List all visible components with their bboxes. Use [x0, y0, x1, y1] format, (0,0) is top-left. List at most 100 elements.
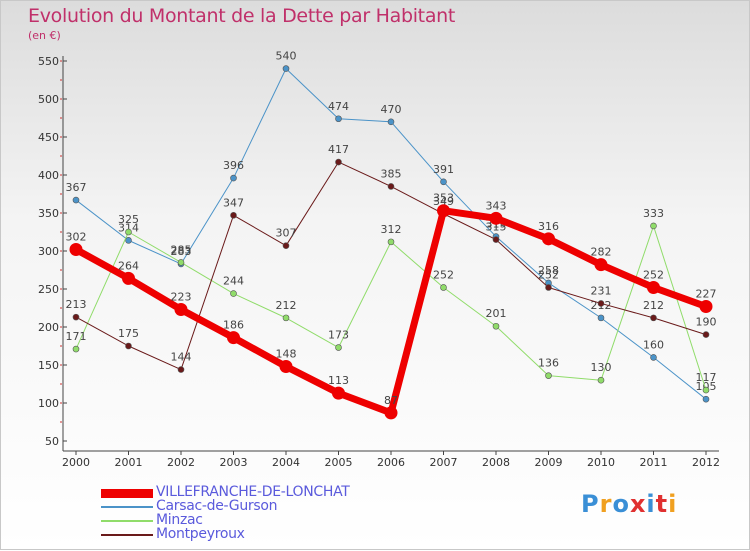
data-point: [597, 376, 605, 384]
x-tick-label: 2004: [272, 456, 300, 469]
data-point: [702, 386, 710, 394]
data-point: [282, 314, 290, 322]
data-point: [230, 290, 237, 297]
data-point: [125, 237, 132, 244]
logo-letter: o: [612, 490, 630, 518]
data-label: 417: [328, 143, 349, 156]
data-point: [230, 174, 237, 182]
data-point: [489, 211, 503, 225]
data-label: 186: [223, 319, 244, 332]
data-label: 283: [171, 245, 192, 258]
x-tick-label: 2000: [62, 456, 90, 469]
data-label: 144: [171, 351, 192, 364]
x-tick-label: 2009: [535, 456, 563, 469]
data-label: 113: [328, 374, 349, 387]
data-point: [387, 238, 395, 246]
y-tick-label: 350: [38, 207, 59, 220]
data-label: 148: [276, 348, 297, 361]
data-point: [335, 344, 342, 351]
logo-letter: i: [646, 490, 656, 518]
data-label: 105: [696, 380, 717, 393]
data-label: 175: [118, 327, 139, 340]
data-point: [230, 211, 237, 219]
logo-letter: i: [668, 490, 678, 518]
data-label: 171: [66, 330, 87, 343]
logo-letter: x: [629, 490, 647, 518]
data-label: 474: [328, 100, 349, 113]
data-label: 252: [538, 268, 559, 281]
data-point: [597, 314, 605, 322]
data-label: 258: [538, 264, 559, 277]
x-tick-label: 2001: [115, 456, 143, 469]
data-label: 213: [66, 298, 87, 311]
data-point: [492, 236, 500, 243]
x-tick-label: 2011: [640, 456, 668, 469]
data-label: 87: [384, 394, 398, 407]
logo-letter: P: [581, 490, 600, 518]
proxiti-logo: Proxiti: [581, 490, 677, 518]
data-point: [177, 259, 185, 266]
data-point: [282, 242, 290, 249]
data-label: 201: [486, 307, 507, 320]
data-label: 343: [486, 199, 507, 212]
legend-label: VILLEFRANCHE-DE-LONCHAT: [156, 484, 350, 500]
data-point: [650, 354, 657, 361]
data-label: 353: [433, 192, 454, 205]
data-point: [174, 303, 188, 317]
data-label: 307: [276, 227, 297, 240]
data-point: [545, 372, 552, 379]
y-tick-label: 300: [38, 245, 59, 258]
x-tick-label: 2007: [430, 456, 458, 469]
data-label: 470: [381, 103, 402, 116]
data-point: [702, 395, 710, 403]
data-label: 227: [696, 287, 717, 300]
data-point: [545, 284, 552, 291]
data-label: 244: [223, 275, 244, 288]
data-point: [594, 258, 608, 272]
data-point: [542, 232, 555, 246]
data-label: 252: [433, 268, 454, 281]
legend-swatch: [101, 488, 153, 498]
data-point: [650, 222, 657, 230]
x-tick-label: 2005: [325, 456, 353, 469]
chart-unit-label: (en €): [28, 29, 61, 42]
y-tick-label: 500: [38, 93, 59, 106]
y-tick-label: 100: [38, 397, 59, 410]
data-point: [125, 228, 132, 236]
data-point: [437, 204, 450, 218]
y-tick-label: 400: [38, 169, 59, 182]
data-point: [650, 314, 657, 322]
data-label: 231: [591, 284, 612, 297]
y-tick-label: 50: [45, 435, 59, 448]
data-point: [332, 386, 345, 400]
data-label: 136: [538, 357, 559, 370]
y-tick-label: 450: [38, 131, 59, 144]
data-label: 325: [118, 213, 139, 226]
data-point: [227, 331, 240, 345]
data-label: 117: [696, 371, 717, 384]
data-point: [122, 271, 135, 285]
x-tick-label: 2010: [587, 456, 615, 469]
data-label: 540: [276, 50, 297, 63]
data-label: 367: [66, 181, 87, 194]
chart-title: Evolution du Montant de la Dette par Hab…: [28, 5, 456, 27]
data-point: [279, 360, 293, 374]
x-tick-label: 2008: [482, 456, 510, 469]
data-label: 212: [643, 299, 664, 312]
data-label: 347: [223, 196, 244, 209]
data-point: [597, 300, 605, 307]
data-point: [69, 242, 83, 256]
data-point: [440, 284, 447, 291]
x-tick-label: 2003: [220, 456, 248, 469]
data-label: 333: [643, 207, 664, 220]
y-tick-label: 200: [38, 321, 59, 334]
x-tick-label: 2012: [692, 456, 720, 469]
data-label: 130: [591, 361, 612, 374]
data-point: [440, 178, 447, 186]
data-label: 212: [276, 299, 297, 312]
x-tick-label: 2006: [377, 456, 405, 469]
y-tick-label: 150: [38, 359, 59, 372]
data-label: 302: [66, 230, 87, 243]
